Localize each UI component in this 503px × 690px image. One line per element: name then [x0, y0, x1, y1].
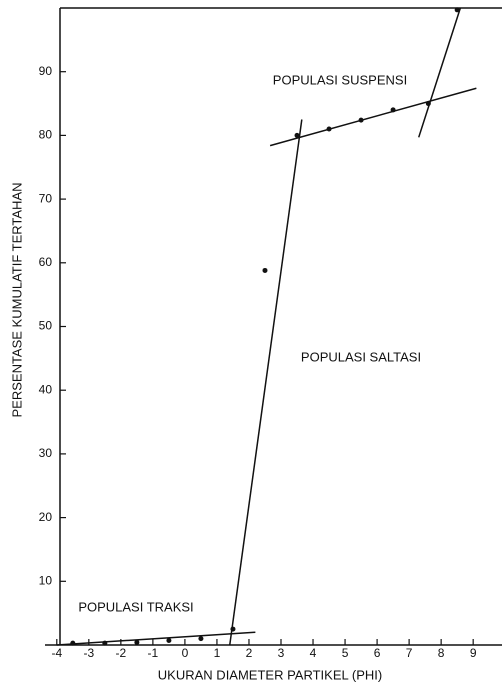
fit-line — [418, 7, 462, 138]
x-tick-label: 0 — [182, 646, 189, 660]
annotation: POPULASI TRAKSI — [78, 599, 193, 614]
x-tick-label: -1 — [148, 646, 159, 660]
data-point — [198, 636, 204, 642]
data-point — [390, 107, 396, 113]
x-axis-label: UKURAN DIAMETER PARTIKEL (PHI) — [158, 667, 382, 682]
fit-line — [56, 631, 256, 646]
data-point — [134, 639, 140, 645]
x-tick-label: 9 — [470, 646, 477, 660]
x-tick-label: 6 — [374, 646, 381, 660]
x-tick-label: 4 — [310, 646, 317, 660]
data-point — [294, 132, 300, 138]
data-point — [262, 267, 268, 273]
x-tick-label: -2 — [116, 646, 127, 660]
annotation: POPULASI SALTASI — [301, 349, 421, 364]
y-tick-label: 50 — [39, 319, 53, 333]
x-tick-label: 8 — [438, 646, 445, 660]
data-point — [358, 117, 364, 123]
x-tick-label: 2 — [246, 646, 253, 660]
y-tick-label: 20 — [39, 510, 53, 524]
y-tick-label: 80 — [39, 128, 53, 142]
data-point — [70, 640, 76, 646]
y-tick-label: 30 — [39, 446, 53, 460]
fit-line — [229, 119, 303, 646]
data-point — [102, 640, 108, 646]
data-point — [326, 126, 332, 132]
data-point — [425, 101, 431, 107]
data-point — [166, 638, 172, 644]
data-point — [230, 626, 236, 632]
y-tick-label: 60 — [39, 255, 53, 269]
annotation: POPULASI SUSPENSI — [273, 72, 407, 87]
x-tick-label: -3 — [83, 646, 94, 660]
fit-line — [269, 87, 477, 147]
x-tick-label: 7 — [406, 646, 413, 660]
y-tick-label: 90 — [39, 64, 53, 78]
x-tick-label: 1 — [214, 646, 221, 660]
x-tick-label: 3 — [278, 646, 285, 660]
x-tick-label: 5 — [342, 646, 349, 660]
y-tick-label: 40 — [39, 382, 53, 396]
y-tick-label: 10 — [39, 573, 53, 587]
y-axis-label: PERSENTASE KUMULATIF TERTAHAN — [9, 182, 24, 417]
y-tick-label: 70 — [39, 191, 53, 205]
x-tick-label: -4 — [51, 646, 62, 660]
data-point — [454, 7, 460, 13]
